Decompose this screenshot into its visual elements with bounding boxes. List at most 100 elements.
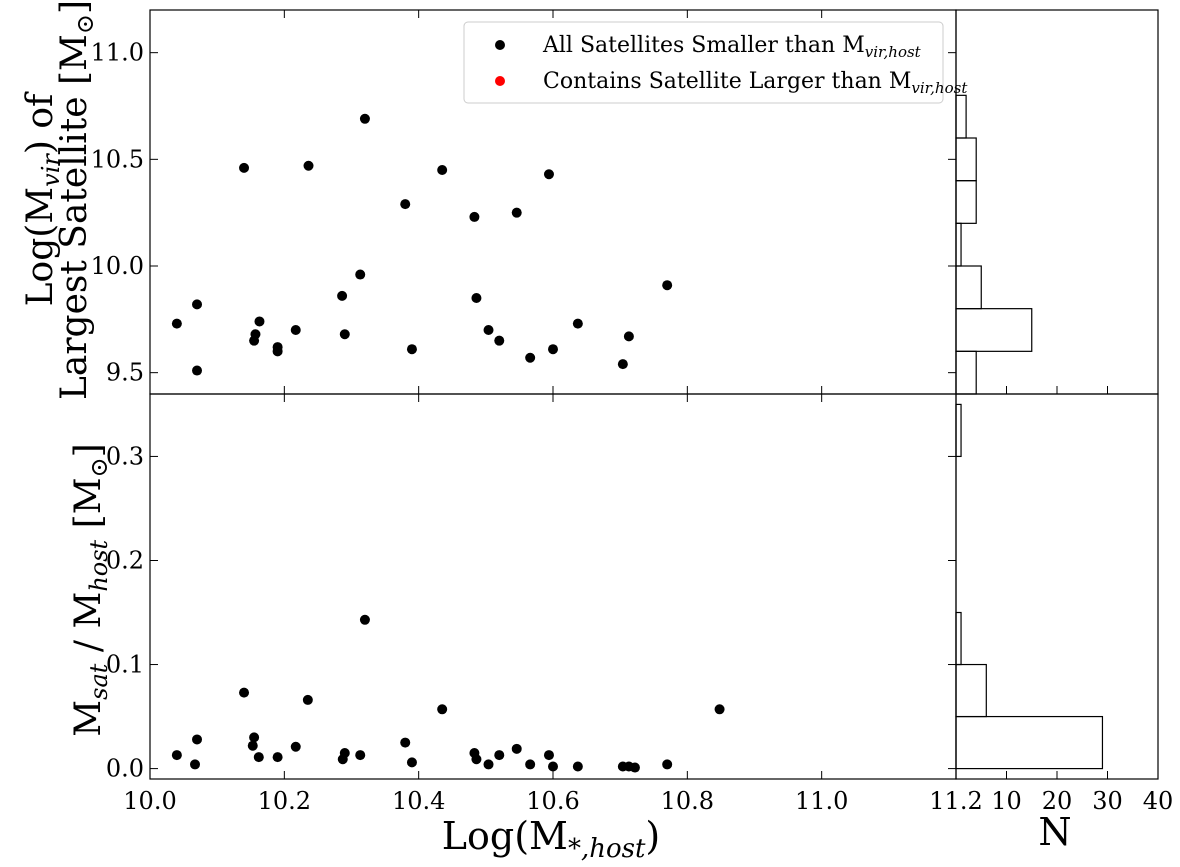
- bottom-ytick-label: 0.1: [106, 651, 144, 679]
- bottom-scatter-point: [355, 750, 366, 761]
- top-scatter-point: [355, 269, 366, 280]
- bottom-scatter-point: [339, 747, 350, 758]
- top-hist-bar: [955, 265, 982, 310]
- bottom-scatter-point: [662, 759, 673, 770]
- top-scatter-point: [359, 113, 370, 124]
- top-hist-bar: [955, 308, 1033, 352]
- top-hist-bar: [955, 94, 967, 139]
- top-hist-frame: [955, 9, 1159, 395]
- top-scatter-point: [572, 318, 583, 329]
- top-scatter-point: [290, 325, 301, 335]
- hist-xtick-label: 20: [1042, 787, 1073, 815]
- hist-xtick-label: 10: [991, 787, 1022, 815]
- bottom-scatter-point: [406, 757, 417, 768]
- top-scatter-point: [548, 344, 558, 355]
- bottom-ytick-label: 0.2: [106, 546, 144, 574]
- bottom-xtick-label: 10.2: [258, 787, 311, 815]
- bottom-hist-bar: [955, 715, 1104, 770]
- hist-xlabel: N: [1038, 810, 1071, 854]
- labels: 10.0 10.2 10.4 10.6 10.8 11.0 11.2 9.5 10.0 10.5 1…: [91, 39, 1174, 815]
- bottom-scatter-point: [483, 759, 494, 770]
- top-hist-bar: [955, 350, 977, 395]
- bottom-scatter-point: [171, 750, 182, 761]
- hist-xtick-label: 40: [1143, 787, 1174, 815]
- bottom-scatter-point: [359, 614, 370, 625]
- top-scatter-point: [192, 299, 203, 310]
- top-scatter-point: [437, 165, 448, 175]
- bottom-hist-bar: [955, 403, 962, 458]
- top-scatter-point: [525, 352, 536, 363]
- bottom-scatter-point: [543, 750, 554, 761]
- top-scatter-point: [337, 290, 348, 301]
- top-scatter-point: [303, 160, 314, 171]
- bottom-scatter-point: [548, 761, 558, 772]
- ticks: [149, 10, 1159, 779]
- bottom-xtick-label: 11.2: [929, 787, 982, 815]
- bottom-scatter-point: [192, 734, 203, 745]
- bottom-hist-frame: [955, 393, 1159, 780]
- bottom-scatter-point: [302, 694, 313, 705]
- top-scatter-point: [494, 335, 505, 346]
- legend-marker-black: [495, 40, 505, 50]
- top-scatter-point: [339, 329, 350, 340]
- bottom-ytick-label: 0.0: [106, 755, 144, 783]
- top-scatter-point: [239, 162, 250, 173]
- bottom-scatter-point: [247, 740, 258, 751]
- top-hist-bar: [955, 137, 977, 182]
- top-scatter-point: [617, 359, 628, 370]
- bottom-hist-bar: [955, 611, 962, 666]
- bottom-scatter-point: [400, 737, 411, 748]
- legend: All Satellites Smaller than Mvir,host Co…: [463, 21, 968, 104]
- top-scatter-point: [406, 344, 417, 355]
- bottom-scatter-point: [714, 704, 725, 715]
- top-ytick-label: 10.5: [91, 145, 144, 173]
- legend-label-smaller: All Satellites Smaller than Mvir,host: [542, 33, 922, 61]
- top-hist-bar: [955, 180, 977, 224]
- bottom-scatter-frame: [149, 393, 957, 780]
- legend-frame: [463, 21, 944, 104]
- axes-frames: [149, 9, 1159, 780]
- bottom-xtick-label: 10.4: [392, 787, 445, 815]
- top-ytick-label: 10.0: [91, 252, 144, 280]
- bottom-xtick-label: 10.8: [661, 787, 714, 815]
- top-scatter-point: [400, 199, 411, 210]
- bottom-xlabel: Log(M*,host): [442, 814, 660, 864]
- bottom-scatter-point: [471, 754, 482, 765]
- bottom-xtick-label: 10.6: [526, 787, 579, 815]
- top-scatter-point: [250, 329, 261, 340]
- top-scatter-point: [543, 169, 554, 180]
- top-scatter-point: [662, 280, 673, 291]
- top-ylabel-line2: Largest Satellite [M⊙]: [54, 0, 99, 400]
- top-scatter-point: [623, 331, 634, 342]
- bottom-scatter-point: [272, 752, 283, 763]
- bottom-scatter-point: [511, 743, 522, 754]
- bottom-scatter-point: [190, 759, 201, 770]
- bottom-scatter-point: [525, 759, 536, 770]
- bottom-scatter-point: [239, 687, 250, 698]
- legend-marker-red: [495, 76, 505, 86]
- bottom-scatter-point: [290, 741, 301, 752]
- top-scatter-point: [471, 293, 482, 303]
- top-scatter-point: [272, 342, 283, 353]
- bottom-scatter-point: [253, 752, 264, 763]
- top-scatter-point: [192, 365, 203, 376]
- bottom-scatter-point: [437, 704, 448, 715]
- bottom-scatter-point: [494, 750, 505, 761]
- top-scatter-point: [511, 207, 522, 218]
- histograms: [955, 94, 1104, 770]
- scatter-points: [171, 113, 725, 773]
- top-scatter-point: [254, 316, 265, 327]
- top-scatter-point: [483, 325, 494, 335]
- bottom-ylabel: Msat / Mhost [M⊙]: [68, 443, 113, 736]
- bottom-ytick-label: 0.3: [106, 442, 144, 470]
- bottom-scatter-point: [249, 732, 260, 743]
- top-hist-bar: [955, 222, 962, 267]
- top-ylabel-line1: Log(Mvir) of: [20, 91, 65, 306]
- legend-label-larger: Contains Satellite Larger than Mvir,host: [543, 69, 968, 97]
- top-scatter-point: [171, 318, 182, 329]
- top-ytick-label: 9.5: [106, 359, 144, 387]
- bottom-scatter-point: [572, 761, 583, 772]
- bottom-scatter-point: [629, 762, 640, 773]
- hist-xtick-label: 30: [1092, 787, 1123, 815]
